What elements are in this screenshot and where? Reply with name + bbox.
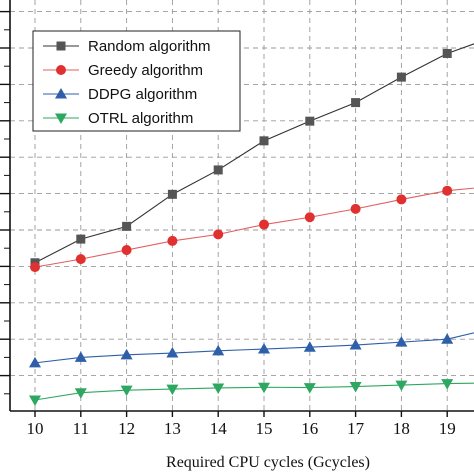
legend-label: DDPG algorithm xyxy=(88,86,197,103)
x-tick-label: 16 xyxy=(301,419,318,438)
x-axis-title: Required CPU cycles (Gcycles) xyxy=(166,454,370,471)
legend-box xyxy=(32,30,241,132)
legend-swatch-marker xyxy=(56,41,66,51)
data-point xyxy=(122,221,132,231)
data-point xyxy=(166,347,179,358)
data-point xyxy=(442,48,452,58)
data-point xyxy=(29,395,41,406)
series-line xyxy=(34,187,474,268)
data-point xyxy=(212,344,225,356)
data-point xyxy=(442,185,453,196)
legend-label: Greedy algorithm xyxy=(88,62,203,79)
data-point xyxy=(396,194,407,205)
data-point xyxy=(166,384,179,396)
series-ddpg-algorithm xyxy=(29,332,474,368)
x-tick-label: 10 xyxy=(27,419,44,438)
x-tick-label: 18 xyxy=(393,419,410,438)
data-point xyxy=(258,382,270,394)
data-point xyxy=(120,348,133,360)
x-tick-label: 19 xyxy=(439,419,456,438)
data-point xyxy=(441,379,454,390)
data-point xyxy=(395,336,408,347)
data-point xyxy=(167,235,178,246)
x-tick-label: 12 xyxy=(118,419,135,438)
legend-label: Random algorithm xyxy=(88,38,211,55)
data-point xyxy=(30,262,40,273)
data-point xyxy=(259,136,269,146)
x-tick-label: 14 xyxy=(210,419,228,438)
data-point xyxy=(29,356,41,368)
series-group xyxy=(29,43,474,406)
data-point xyxy=(303,341,316,352)
x-tick-label: 15 xyxy=(256,419,273,438)
legend-swatch-marker xyxy=(55,88,67,99)
series-otrl-algorithm xyxy=(29,379,474,406)
legend-swatch-marker xyxy=(56,65,66,75)
data-point xyxy=(74,388,87,399)
series-line xyxy=(34,382,474,401)
data-point xyxy=(258,343,270,354)
data-point xyxy=(351,98,361,108)
data-point xyxy=(303,383,316,394)
data-point xyxy=(212,383,225,394)
data-point xyxy=(167,189,177,199)
data-point xyxy=(120,385,133,397)
data-point xyxy=(441,333,454,344)
data-point xyxy=(121,245,132,256)
series-line xyxy=(34,332,474,364)
data-point xyxy=(304,212,315,223)
legend: Random algorithm Greedy algorithm DDPG alg… xyxy=(32,30,241,132)
data-point xyxy=(76,234,86,244)
data-point xyxy=(395,380,408,392)
legend-label: OTRL algorithm xyxy=(88,110,193,127)
data-point xyxy=(349,382,362,393)
x-tick-label: 17 xyxy=(347,419,365,438)
axes xyxy=(9,0,474,412)
data-point xyxy=(259,219,269,230)
series-random-algorithm xyxy=(30,43,474,268)
x-ticks: 10 11 12 13 14 15 16 17 18 19 xyxy=(27,411,456,438)
series-greedy-algorithm xyxy=(30,185,474,273)
x-tick-label: 11 xyxy=(73,419,89,438)
data-point xyxy=(75,254,86,265)
data-point xyxy=(349,339,362,350)
data-point xyxy=(305,116,315,126)
data-point xyxy=(74,351,87,362)
y-ticks xyxy=(0,10,10,395)
data-point xyxy=(350,203,361,214)
legend-swatch-marker xyxy=(55,113,67,124)
x-tick-label: 13 xyxy=(164,419,181,438)
data-point xyxy=(213,165,223,175)
data-point xyxy=(213,229,224,240)
data-point xyxy=(396,72,406,82)
